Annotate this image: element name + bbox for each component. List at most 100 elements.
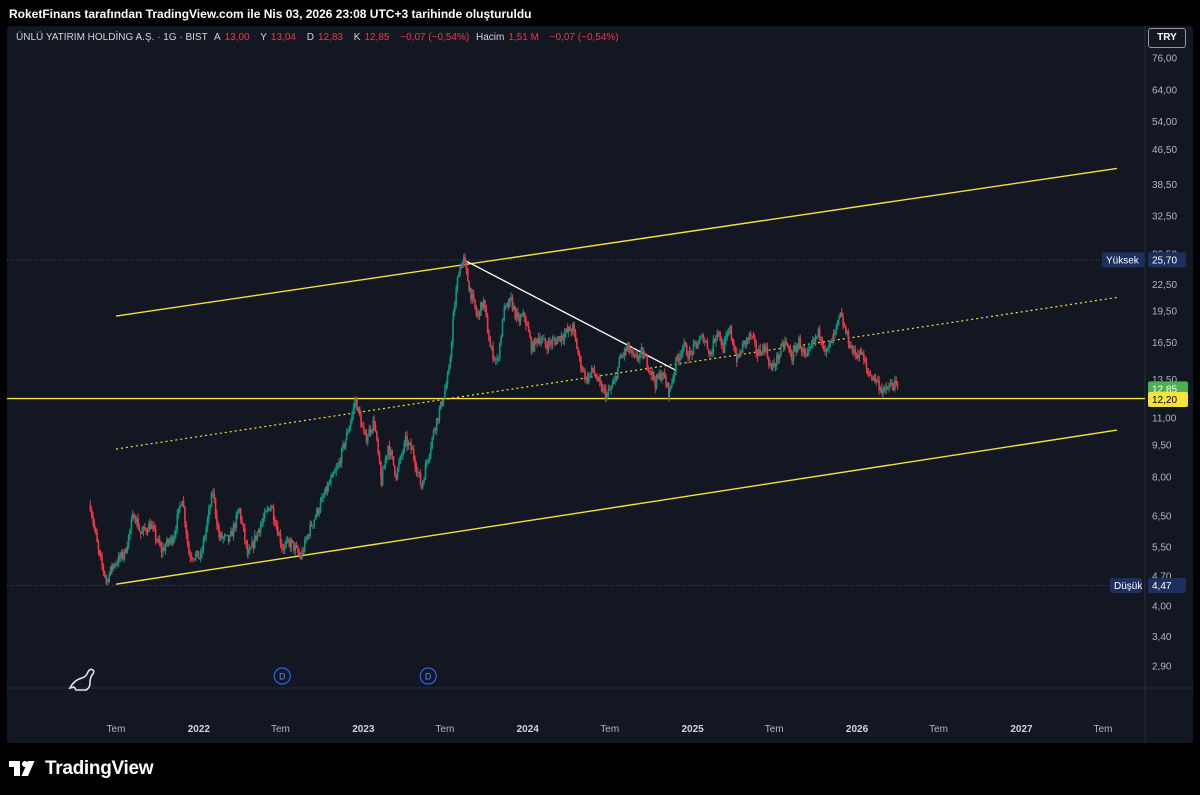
candle (332, 470, 335, 478)
candle (270, 504, 272, 512)
candle (840, 307, 843, 317)
candle-body (481, 302, 484, 308)
candle (239, 507, 242, 524)
candle-body (555, 340, 557, 345)
candle-body (639, 353, 641, 359)
candle (353, 399, 356, 414)
candle-body (452, 320, 454, 343)
candle-body (814, 336, 817, 341)
candle-body (525, 317, 527, 326)
candle-body (150, 525, 153, 529)
candle-body (546, 346, 548, 350)
candle (805, 354, 807, 357)
candle (368, 424, 370, 437)
candle (482, 296, 485, 311)
candle-body (427, 459, 429, 463)
candle-body (338, 461, 340, 467)
candle (372, 416, 375, 434)
candle-body (843, 326, 846, 328)
candle-body (713, 338, 716, 343)
candle (584, 367, 586, 383)
candle (334, 467, 336, 474)
candle (97, 539, 100, 556)
candle-body (213, 493, 216, 499)
candle (446, 370, 449, 389)
time-tick-label: 2026 (846, 724, 869, 735)
candle (573, 321, 575, 337)
price-chart[interactable]: DD 76,0064,0054,0046,5038,5032,5026,5022… (7, 26, 1193, 743)
candle (773, 358, 775, 368)
candle-body (186, 533, 189, 544)
candle (663, 368, 666, 379)
time-axis[interactable]: Tem 2022 Tem 2023 Tem 2024 Tem 2025 Tem 2026 Tem 20… (107, 724, 1113, 735)
candle (741, 340, 744, 353)
candle (417, 467, 419, 478)
candle (488, 329, 490, 342)
tradingview-logo[interactable]: TradingView (9, 756, 154, 782)
candle (301, 546, 303, 561)
candle-body (501, 320, 504, 337)
candle (291, 539, 294, 544)
chart-panel[interactable]: DD 76,0064,0054,0046,5038,5032,5026,5022… (7, 26, 1193, 743)
candle-body (760, 354, 763, 356)
price-tick-label: 3,40 (1152, 632, 1172, 643)
candle-body (808, 348, 810, 352)
candle (530, 339, 533, 356)
candle-body (892, 386, 895, 390)
candle-body (486, 316, 489, 333)
candle (387, 445, 389, 461)
candle-body (418, 471, 420, 474)
candle-body (362, 426, 365, 431)
candle (725, 331, 727, 346)
candle (533, 337, 536, 353)
candle (744, 340, 747, 349)
candle-body (228, 535, 231, 542)
candle (800, 346, 803, 356)
candle-body (657, 375, 659, 378)
candle-body (539, 337, 541, 344)
candle (462, 260, 464, 268)
candle (503, 302, 506, 322)
candle-body (600, 383, 603, 392)
candle-body (295, 545, 298, 548)
candle (537, 332, 540, 345)
candle (480, 301, 482, 316)
candle (259, 520, 262, 537)
candle-body (847, 331, 850, 345)
candle-body (474, 299, 476, 308)
candle (150, 520, 153, 530)
dino-outline (68, 668, 95, 691)
candle (597, 376, 600, 382)
symbol-name[interactable]: ÜNLÜ YATIRIM HOLDİNG A.Ş. · 1G · BIST (16, 32, 208, 43)
candle-body (453, 305, 456, 313)
candle-body (683, 342, 685, 347)
candle-body (769, 363, 771, 366)
price-tick-label: 38,50 (1152, 180, 1177, 191)
currency-button[interactable]: TRY (1148, 28, 1186, 48)
candle-body (235, 514, 238, 528)
candle (356, 396, 358, 411)
candle (553, 337, 556, 347)
price-axis[interactable]: 76,0064,0054,0046,5038,5032,5026,5022,50… (1152, 54, 1177, 673)
candle-body (773, 363, 775, 366)
candle-body (566, 328, 569, 332)
candle (824, 344, 826, 356)
candle-body (305, 539, 307, 540)
candle (158, 534, 161, 547)
candle (314, 513, 317, 521)
candle-body (831, 340, 833, 343)
candle (171, 535, 174, 547)
candle-body (755, 341, 757, 353)
candle-body (226, 534, 229, 536)
candle-body (291, 540, 294, 542)
candle (699, 335, 702, 341)
candle-body (582, 369, 585, 371)
candle-body (741, 343, 744, 353)
price-tick-label: 22,50 (1152, 280, 1177, 291)
candle (688, 345, 691, 361)
candle (853, 345, 855, 357)
candle-body (116, 563, 119, 565)
candle-body (89, 504, 92, 511)
candle-body (259, 525, 262, 533)
candle (626, 342, 629, 352)
